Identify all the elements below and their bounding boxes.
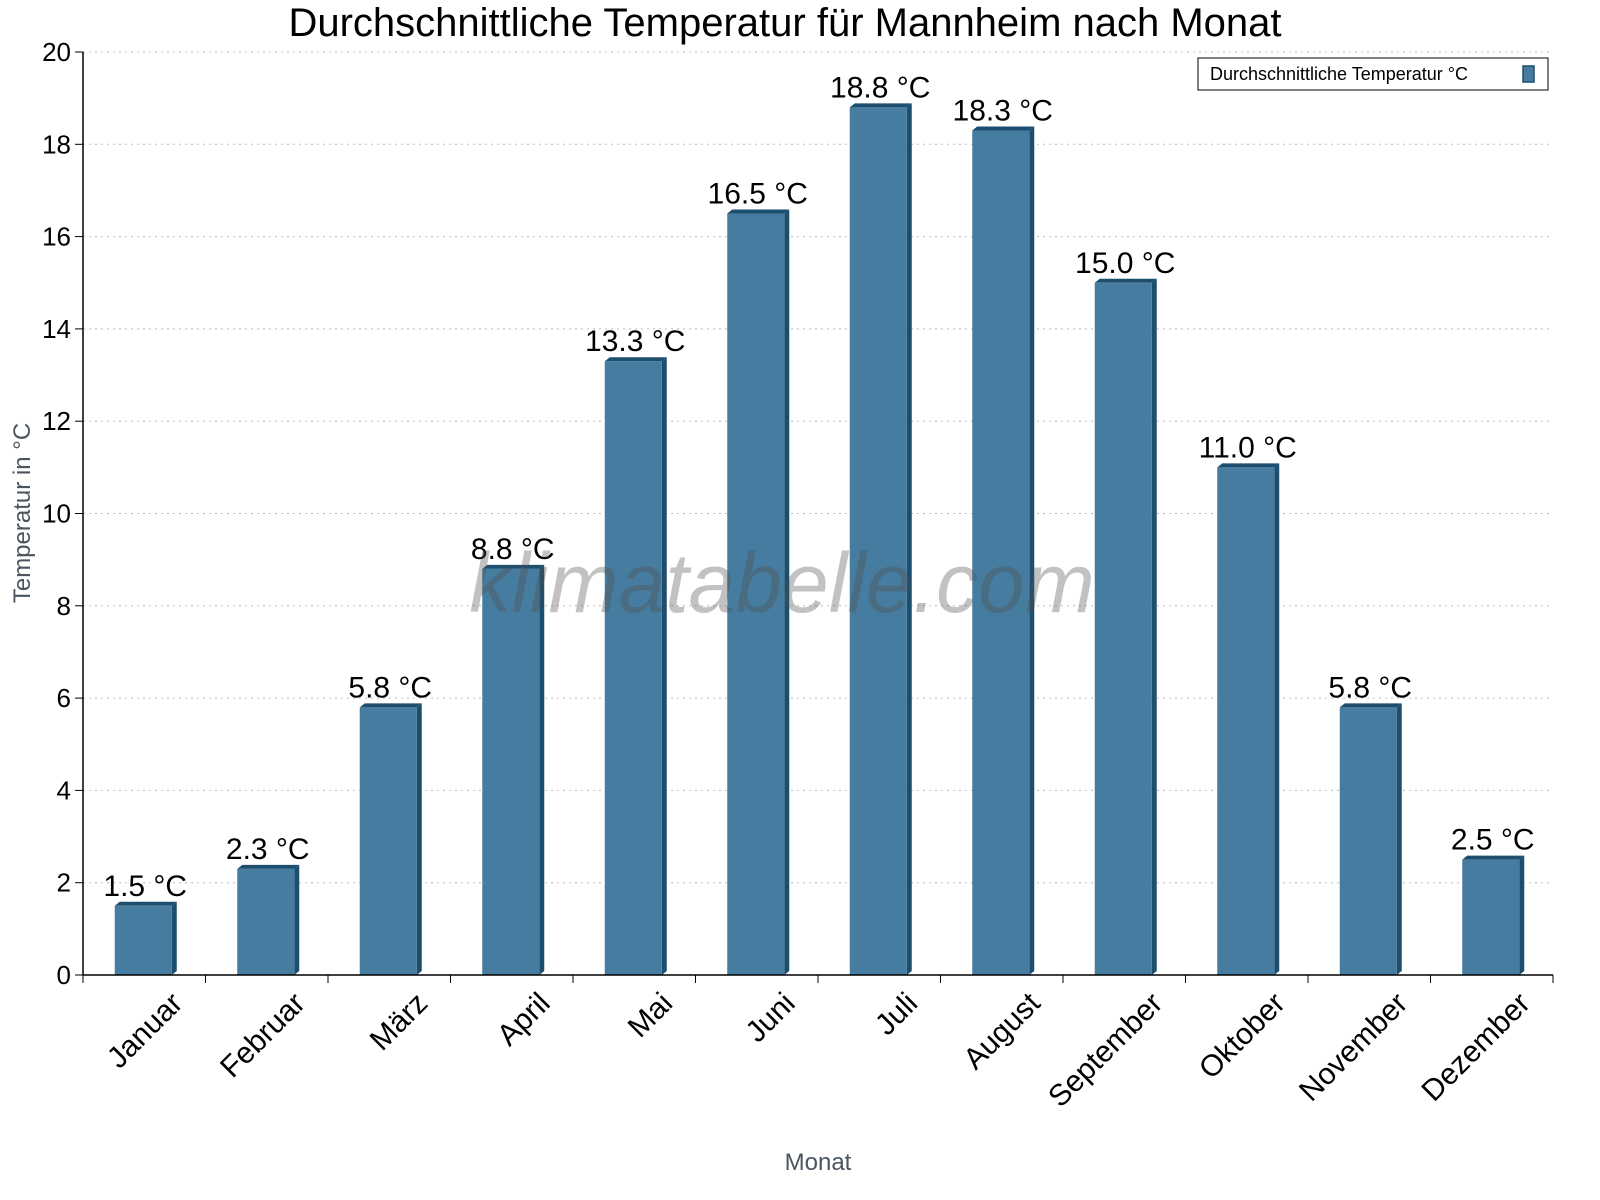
legend: Durchschnittliche Temperatur °C — [1197, 57, 1549, 91]
data-label: 18.3 °C — [953, 94, 1053, 127]
bar-side — [1029, 126, 1035, 975]
legend-box — [1197, 57, 1549, 91]
chart-title: Durchschnittliche Temperatur für Mannhei… — [288, 1, 1281, 45]
bar-side — [1274, 463, 1280, 975]
x-tick-label: April — [491, 987, 557, 1053]
bar-august — [972, 130, 1030, 975]
legend-swatch — [1522, 65, 1535, 83]
data-label: 2.3 °C — [226, 833, 310, 866]
bar-märz — [359, 707, 417, 975]
y-tick-label: 0 — [57, 960, 71, 990]
bar-side — [1519, 855, 1525, 975]
x-tick-label: November — [1293, 987, 1414, 1108]
bar-april — [482, 568, 540, 975]
y-tick-label: 8 — [57, 591, 71, 621]
bar-top — [1217, 463, 1280, 468]
x-tick-label: Oktober — [1193, 987, 1292, 1086]
y-tick-label: 12 — [42, 406, 71, 436]
bar-top — [237, 864, 300, 869]
bar-side — [539, 564, 545, 975]
bar-side — [1151, 278, 1157, 975]
bar-oktober — [1217, 467, 1275, 975]
bar-top — [1094, 278, 1157, 283]
y-tick-label: 4 — [57, 775, 71, 805]
bar-top — [604, 357, 667, 362]
x-tick-label: September — [1042, 987, 1169, 1114]
bar-november — [1339, 707, 1397, 975]
x-axis-label: Monat — [785, 1149, 852, 1176]
bar-top — [727, 209, 790, 214]
bar-top — [1462, 855, 1525, 860]
data-label: 2.5 °C — [1451, 824, 1535, 857]
bar-top — [849, 103, 912, 108]
data-label: 16.5 °C — [708, 178, 808, 211]
x-tick-label: Februar — [214, 987, 312, 1085]
bar-side — [1396, 703, 1402, 975]
bar-dezember — [1462, 859, 1520, 975]
y-tick-label: 10 — [42, 499, 71, 529]
bar-juni — [727, 213, 785, 975]
y-tick-label: 18 — [42, 129, 71, 159]
x-tick-label: Januar — [101, 987, 189, 1075]
data-label: 11.0 °C — [1199, 431, 1297, 464]
bar-side — [784, 209, 790, 975]
data-label: 5.8 °C — [1328, 671, 1412, 704]
x-tick-label: Dezember — [1416, 987, 1537, 1108]
data-label: 1.5 °C — [103, 870, 187, 903]
x-tick-label: Mai — [622, 987, 680, 1045]
bar-top — [972, 126, 1035, 131]
bar-side — [294, 864, 300, 975]
legend-label: Durchschnittliche Temperatur °C — [1210, 64, 1468, 84]
bar-side — [906, 103, 912, 975]
bar-februar — [237, 868, 295, 975]
y-tick-label: 2 — [57, 868, 71, 898]
x-tick-label: Juni — [739, 987, 801, 1049]
bar-juli — [849, 107, 907, 975]
y-tick-label: 16 — [42, 222, 71, 252]
data-label: 15.0 °C — [1075, 247, 1175, 280]
watermark: klimatabelle.com — [469, 536, 1095, 630]
bar-top — [359, 703, 422, 708]
bar-side — [416, 703, 422, 975]
bar-mai — [604, 361, 662, 976]
bar-januar — [114, 905, 172, 975]
bar-top — [1339, 703, 1402, 708]
bar-top — [114, 901, 177, 906]
bar-side — [661, 357, 667, 976]
x-tick-label: Juli — [869, 987, 924, 1042]
bar-side — [171, 901, 177, 975]
bar-top — [482, 564, 545, 569]
data-label: 8.8 °C — [471, 533, 555, 566]
x-tick-label: August — [957, 986, 1047, 1076]
data-label: 18.8 °C — [830, 71, 930, 104]
data-label: 13.3 °C — [585, 325, 685, 358]
y-tick-label: 20 — [42, 37, 71, 67]
y-axis-label: Temperatur in °C — [9, 423, 36, 603]
x-tick-label: März — [364, 987, 434, 1057]
bar-september — [1094, 282, 1152, 975]
y-tick-label: 14 — [42, 314, 71, 344]
y-tick-label: 6 — [57, 683, 71, 713]
data-label: 5.8 °C — [348, 671, 432, 704]
